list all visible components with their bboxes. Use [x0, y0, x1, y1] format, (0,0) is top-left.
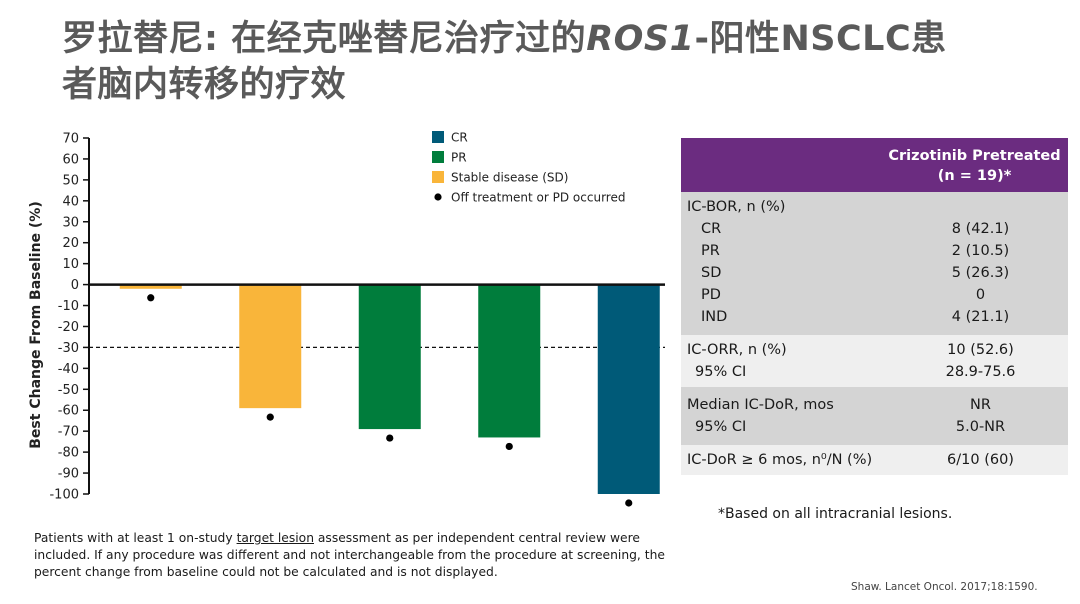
y-tick-label: -70	[58, 425, 79, 440]
table-row: 95% CI 5.0-NR	[681, 416, 1068, 438]
legend-swatch-sd	[432, 171, 444, 183]
table-row: CR 8 (42.1)	[681, 218, 1068, 240]
table-row-label: IC-BOR, n (%)	[687, 199, 786, 215]
y-tick-label: -30	[58, 341, 79, 356]
table-row: PD 0	[681, 284, 1068, 306]
title-gene: ROS1	[586, 19, 695, 59]
table-row-value: 4 (21.1)	[951, 309, 1010, 325]
table-row-label: PD	[701, 287, 721, 303]
table-row-value: 28.9-75.6	[945, 364, 1016, 380]
table-row: Median IC-DoR, mos NR	[681, 394, 1068, 416]
legend-label: Off treatment or PD occurred	[451, 191, 625, 205]
citation: Shaw. Lancet Oncol. 2017;18:1590.	[851, 581, 1038, 593]
title-text-a: 罗拉替尼: 在经克唑替尼治疗过的	[62, 19, 587, 59]
legend-dot-swatch	[434, 193, 442, 201]
table-section: IC-BOR, n (%) CR 8 (42.1) PR 2 (10.5) SD 5 (26…	[681, 192, 1068, 332]
y-tick-label: 20	[62, 236, 79, 251]
table-row-value: NR	[970, 397, 991, 413]
table-row: PR 2 (10.5)	[681, 240, 1068, 262]
table-row: SD 5 (26.3)	[681, 262, 1068, 284]
bottom-note-part2: assessment as per independent central re…	[34, 531, 665, 579]
y-tick-label: -50	[58, 383, 79, 398]
table-header: Crizotinib Pretreated (n = 19)*	[681, 138, 1068, 192]
y-tick-label: 60	[62, 152, 79, 167]
legend-swatch-pr	[432, 151, 444, 163]
off-treatment-dot	[386, 434, 394, 442]
y-tick-label: -60	[58, 404, 79, 419]
legend-label: CR	[451, 131, 468, 145]
bottom-note-underlined: target lesion	[236, 531, 314, 545]
table-row-label: 95% CI	[695, 364, 747, 380]
y-tick-label: -90	[58, 467, 79, 482]
table-section: IC-ORR, n (%) 10 (52.6) 95% CI 28.9-75.6	[681, 335, 1068, 387]
table-row-value: 10 (52.6)	[947, 342, 1014, 358]
table-row-label: Median IC-DoR, mos	[687, 397, 834, 413]
table-row-label: PR	[701, 243, 720, 259]
y-tick-label: 10	[62, 257, 79, 272]
table-row-label: IC-ORR, n (%)	[687, 342, 787, 358]
table-row-value: 2 (10.5)	[951, 243, 1010, 259]
bars	[119, 284, 660, 494]
table-header-n: (n = 19)*	[937, 168, 1012, 184]
table-row-label: 95% CI	[695, 419, 747, 435]
legend-swatch-cr	[432, 131, 444, 143]
bottom-note: Patients with at least 1 on-study target…	[34, 530, 684, 581]
waterfall-chart: 70 60 50 40 30 20 10 0 -10 -20 -30 -40 -50 -60 -70 -80 -…	[28, 131, 665, 507]
legend-label: PR	[451, 151, 467, 165]
response-table: Crizotinib Pretreated (n = 19)* IC-BOR, …	[681, 138, 1068, 475]
table-row-value: 8 (42.1)	[951, 221, 1010, 237]
y-tick-label: 40	[62, 194, 79, 209]
bottom-note-part1: Patients with at least 1 on-study	[34, 531, 237, 545]
bar-sd	[119, 284, 182, 289]
off-treatment-dot	[147, 294, 155, 302]
table-header-title: Crizotinib Pretreated	[888, 148, 1061, 164]
slide-title: 罗拉替尼: 在经克唑替尼治疗过的ROS1-阳性NSCLC患 者脑内转移的疗效	[62, 16, 1022, 108]
table-body: IC-BOR, n (%) CR 8 (42.1) PR 2 (10.5) SD 5 (26…	[681, 192, 1068, 475]
title-text-b: -阳性NSCLC患	[694, 19, 947, 59]
bar-cr	[597, 284, 660, 494]
y-axis: 70 60 50 40 30 20 10 0 -10 -20 -30 -40 -50 -60 -70 -80 -…	[49, 132, 90, 503]
bar-sd	[239, 284, 302, 409]
y-tick-label: 0	[71, 278, 79, 293]
table-section: Median IC-DoR, mos NR 95% CI 5.0-NR	[681, 390, 1068, 442]
table-row: IND 4 (21.1)	[681, 306, 1068, 328]
table-footnote: *Based on all intracranial lesions.	[718, 506, 953, 522]
table-row-label: CR	[701, 221, 722, 237]
table-header-cell: Crizotinib Pretreated (n = 19)*	[887, 146, 1062, 186]
off-treatment-dot	[266, 413, 274, 421]
y-axis-label: Best Change From Baseline (%)	[28, 201, 44, 448]
y-tick-label: -80	[58, 446, 79, 461]
table-row: IC-ORR, n (%) 10 (52.6)	[681, 339, 1068, 361]
table-row-value: 6/10 (60)	[947, 452, 1014, 468]
table-row: 95% CI 28.9-75.6	[681, 361, 1068, 383]
table-row-value: 5.0-NR	[955, 419, 1006, 435]
y-tick-label: 70	[62, 132, 79, 147]
off-treatment-markers	[147, 294, 633, 507]
title-line-1: 罗拉替尼: 在经克唑替尼治疗过的ROS1-阳性NSCLC患	[62, 16, 1022, 62]
table-row-value	[893, 196, 1068, 218]
legend-label: Stable disease (SD)	[451, 171, 568, 185]
table-row-label: SD	[701, 265, 722, 281]
table-section: IC-DoR ≥ 6 mos, n⁰/N (%) 6/10 (60)	[681, 445, 1068, 475]
title-line-2: 者脑内转移的疗效	[62, 65, 347, 105]
chart-legend: CR PR Stable disease (SD) Off treatment or …	[432, 131, 625, 205]
table-row: IC-DoR ≥ 6 mos, n⁰/N (%) 6/10 (60)	[681, 449, 1068, 471]
table-row-label: IC-DoR ≥ 6 mos, n⁰/N (%)	[687, 452, 873, 468]
table-row-label: IND	[701, 309, 728, 325]
bar-pr	[478, 284, 541, 438]
table-row-value: 5 (26.3)	[951, 265, 1010, 281]
y-tick-label: -10	[58, 299, 79, 314]
y-tick-label: -20	[58, 320, 79, 335]
bar-pr	[358, 284, 421, 430]
table-row-value: 0	[975, 287, 986, 303]
y-tick-label: 50	[62, 173, 79, 188]
off-treatment-dot	[625, 499, 633, 507]
y-tick-label: 30	[62, 215, 79, 230]
off-treatment-dot	[505, 442, 513, 451]
y-tick-label: -100	[49, 488, 79, 503]
y-tick-label: -40	[58, 362, 79, 377]
table-row: IC-BOR, n (%)	[681, 196, 1068, 218]
